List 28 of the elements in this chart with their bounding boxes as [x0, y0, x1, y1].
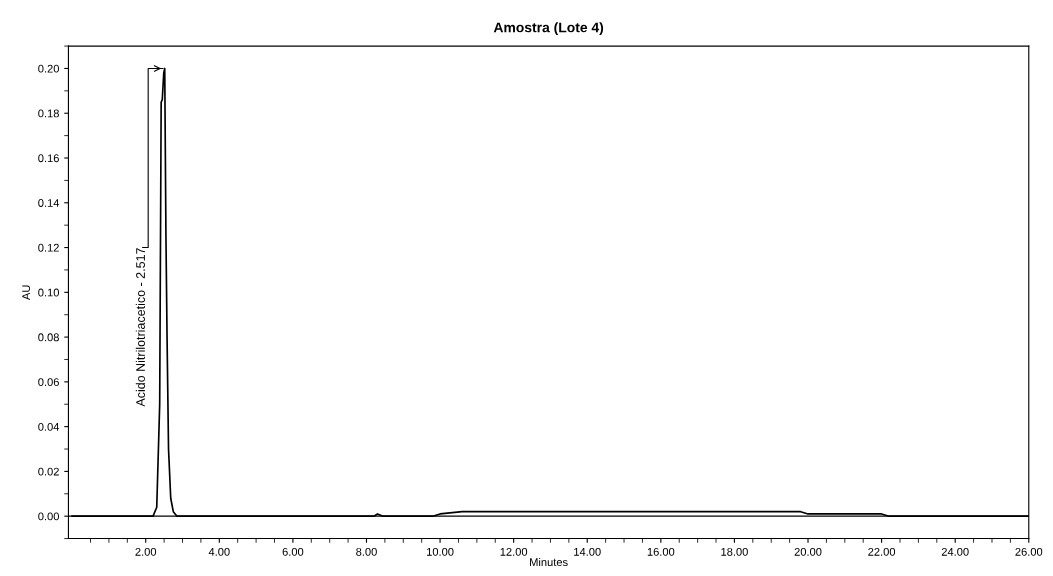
x-tick-label: 8.00	[356, 547, 377, 556]
chart-title: Amostra (Lote 4)	[493, 22, 604, 36]
x-tick-label: 10.00	[427, 547, 454, 556]
y-tick-label: 0.14	[38, 199, 60, 207]
x-tick-label: 6.00	[282, 547, 304, 556]
y-tick-label: 0.04	[38, 422, 60, 431]
x-tick-label: 26.00	[1015, 547, 1043, 556]
x-tick-label: 16.00	[647, 547, 675, 556]
y-tick-label: 0.12	[38, 243, 59, 252]
y-tick-label: 0.10	[38, 288, 59, 297]
y-tick-label: 0.20	[38, 64, 59, 73]
y-tick-label: 0.06	[38, 378, 59, 386]
y-axis-title: AU	[22, 285, 31, 301]
x-tick-label: 12.00	[500, 547, 528, 556]
x-tick-label: 2.00	[135, 547, 157, 556]
y-tick-label: 0.02	[38, 467, 59, 476]
x-tick-label: 22.00	[868, 547, 896, 556]
x-tick-label: 14.00	[574, 547, 601, 556]
x-tick-label: 24.00	[941, 547, 969, 556]
annotation: Acido Nitrilotriacetico - 2.517	[135, 248, 145, 407]
y-tick-label: 0.18	[38, 109, 59, 118]
x-tick-label: 4.00	[208, 547, 230, 556]
y-tick-label: 0.00	[38, 512, 59, 521]
x-axis-title: Minutes	[530, 557, 568, 567]
x-tick-label: 18.00	[721, 547, 748, 556]
y-tick-label: 0.16	[38, 154, 59, 163]
y-tick-label: 0.08	[38, 333, 59, 342]
x-tick-label: 20.00	[794, 547, 822, 556]
